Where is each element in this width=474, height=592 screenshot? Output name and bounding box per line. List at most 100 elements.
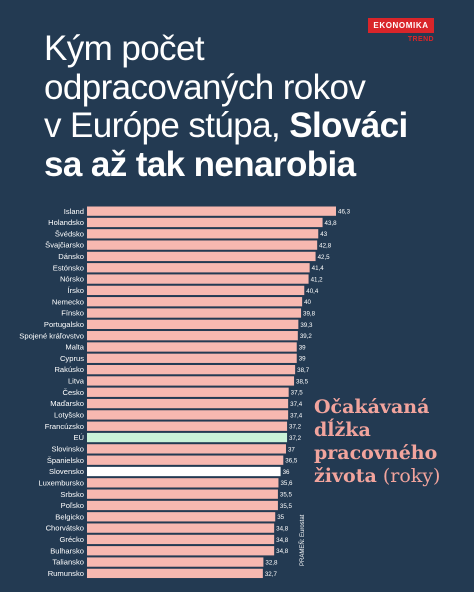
- value-label-13: 39: [299, 356, 306, 363]
- value-label-7: 40,4: [306, 288, 319, 295]
- category-label-22: Španielsko: [47, 456, 84, 465]
- value-label-9: 39,8: [303, 310, 316, 317]
- bar-6: [87, 274, 309, 284]
- category-label-8: Nemecko: [52, 297, 84, 306]
- category-label-14: Rakúsko: [54, 365, 84, 374]
- annotation-normal: (roky): [376, 465, 441, 487]
- bar-19: [87, 421, 288, 431]
- bar-24: [87, 478, 279, 488]
- bar-17: [87, 398, 289, 409]
- value-label-21: 37: [288, 446, 295, 453]
- category-label-0: Island: [64, 207, 84, 216]
- category-label-18: Lotyšsko: [54, 411, 84, 420]
- category-label-24: Luxembursko: [38, 478, 84, 487]
- bar-5: [87, 263, 310, 273]
- value-label-2: 43: [320, 231, 327, 238]
- source-note: PRAMEŇ: Eurostat: [300, 514, 306, 566]
- value-label-6: 41,2: [311, 276, 324, 283]
- value-label-25: 35,5: [280, 492, 293, 499]
- value-label-10: 39,3: [300, 322, 313, 329]
- bar-14: [87, 364, 296, 375]
- trend-logo: EKONOMIKA TREND: [368, 18, 434, 43]
- value-label-14: 38,7: [297, 367, 310, 374]
- value-label-17: 37,4: [290, 401, 303, 408]
- category-label-3: Švajčiarsko: [45, 241, 84, 250]
- bar-0: [87, 206, 336, 216]
- category-label-17: Maďarsko: [50, 399, 84, 408]
- category-label-12: Malta: [65, 343, 84, 352]
- bar-4: [87, 251, 316, 262]
- bar-26: [87, 500, 278, 511]
- category-label-23: Slovensko: [49, 467, 84, 476]
- category-label-25: Srbsko: [60, 490, 84, 499]
- category-label-9: Fínsko: [61, 309, 84, 318]
- category-label-1: Holandsko: [48, 218, 84, 227]
- bar-20: [87, 432, 288, 443]
- page-title: Kým počet odpracovaných rokov v Európe s…: [44, 29, 444, 184]
- value-label-15: 38,5: [296, 378, 309, 385]
- value-label-23: 36: [283, 469, 290, 476]
- logo-ekonomika: EKONOMIKA: [368, 18, 434, 33]
- category-label-20: EÚ: [73, 433, 84, 442]
- chart-annotation: Očakávaná dĺžka pracovného života (roky): [314, 396, 464, 488]
- bar-12: [87, 342, 297, 352]
- value-label-4: 42,5: [318, 254, 331, 261]
- bar-18: [87, 410, 289, 420]
- value-label-22: 36,5: [285, 458, 298, 465]
- category-label-21: Slovinsko: [52, 444, 85, 453]
- bar-23: [87, 466, 281, 477]
- bar-10: [87, 319, 299, 329]
- title-line-4: sa až tak nenarobia: [44, 144, 356, 184]
- category-label-27: Belgicko: [55, 512, 84, 521]
- value-label-26: 35,5: [280, 503, 293, 510]
- value-label-29: 34,8: [276, 537, 289, 544]
- bar-16: [87, 387, 289, 397]
- bar-25: [87, 489, 278, 499]
- title-line-3: v Európe stúpa,: [44, 106, 290, 145]
- category-label-26: Poľsko: [61, 501, 84, 510]
- category-label-30: Bulharsko: [50, 546, 84, 555]
- value-label-31: 32,8: [265, 559, 278, 566]
- category-label-7: Írsko: [68, 286, 84, 295]
- bar-21: [87, 444, 286, 454]
- category-label-31: Taliansko: [52, 558, 84, 567]
- bar-30: [87, 546, 275, 556]
- category-label-10: Portugalsko: [44, 320, 84, 329]
- category-label-16: Česko: [62, 388, 84, 397]
- annotation-bold: Očakávaná dĺžka pracovného života: [314, 396, 438, 487]
- value-label-30: 34,8: [276, 548, 289, 555]
- bar-1: [87, 217, 323, 228]
- category-label-5: Estónsko: [53, 263, 84, 272]
- bar-2: [87, 229, 319, 239]
- value-label-11: 39,2: [300, 333, 313, 340]
- category-label-4: Dánsko: [58, 252, 84, 261]
- logo-trend: TREND: [407, 36, 434, 43]
- bar-31: [87, 557, 264, 567]
- bar-27: [87, 512, 276, 522]
- bar-32: [87, 568, 263, 579]
- bar-11: [87, 331, 298, 341]
- bar-7: [87, 285, 305, 296]
- bar-22: [87, 455, 284, 465]
- bar-28: [87, 523, 275, 533]
- bar-13: [87, 353, 297, 363]
- category-label-13: Cyprus: [60, 354, 84, 363]
- bar-29: [87, 534, 275, 545]
- value-label-19: 37,2: [289, 424, 302, 431]
- category-label-32: Rumunsko: [48, 569, 84, 578]
- bar-15: [87, 376, 295, 386]
- title-line-1: Kým počet: [44, 29, 205, 68]
- value-label-5: 41,4: [312, 265, 325, 272]
- value-label-16: 37,5: [291, 390, 304, 397]
- value-label-32: 32,7: [265, 571, 278, 578]
- title-line-2: odpracovaných rokov: [44, 67, 366, 107]
- value-label-20: 37,2: [289, 435, 302, 442]
- value-label-12: 39: [299, 344, 306, 351]
- bar-3: [87, 240, 318, 250]
- category-label-2: Švédsko: [55, 229, 84, 238]
- bar-9: [87, 308, 302, 318]
- category-label-19: Francúzsko: [45, 422, 84, 431]
- category-label-6: Nórsko: [60, 275, 84, 284]
